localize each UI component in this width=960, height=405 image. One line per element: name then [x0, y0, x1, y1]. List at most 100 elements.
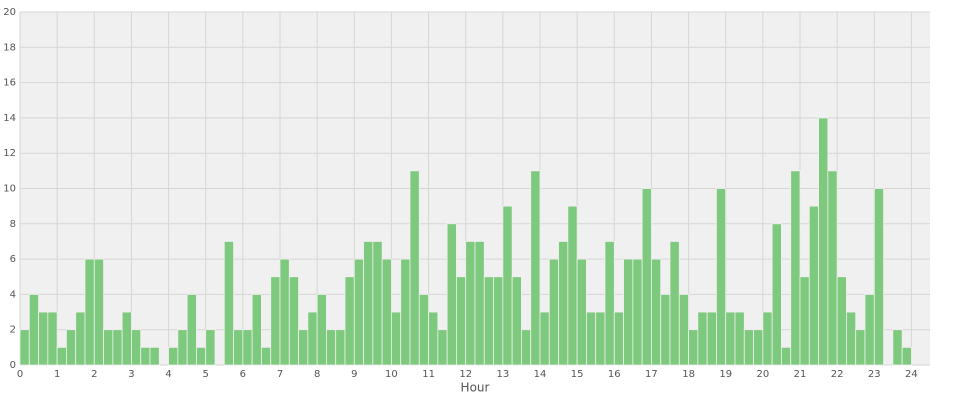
bar: [418, 293, 429, 366]
bar: [75, 311, 86, 366]
bar: [688, 329, 699, 366]
bar: [121, 311, 132, 366]
bar: [697, 311, 708, 366]
bar: [511, 276, 522, 366]
y-tick-label: 14: [3, 113, 16, 124]
bar: [391, 311, 402, 366]
bar: [790, 170, 801, 366]
bar: [307, 311, 318, 366]
x-tick-label: 24: [905, 369, 918, 380]
bar: [781, 346, 792, 366]
bar: [651, 258, 662, 366]
bar: [38, 311, 49, 366]
x-tick-label: 6: [240, 369, 246, 380]
bar: [586, 311, 597, 366]
bar: [335, 329, 346, 366]
bar: [223, 241, 234, 366]
bar: [827, 170, 838, 366]
bar: [288, 276, 299, 366]
bar: [502, 205, 513, 366]
bar: [19, 329, 30, 366]
x-tick-label: 5: [203, 369, 209, 380]
bar: [279, 258, 290, 366]
x-tick-label: 13: [496, 369, 509, 380]
y-tick-label: 20: [3, 7, 16, 18]
x-axis-label: Hour: [461, 381, 490, 395]
x-tick-label: 19: [719, 369, 732, 380]
bar: [103, 329, 114, 366]
x-tick-label: 22: [831, 369, 844, 380]
bar: [753, 329, 764, 366]
bar: [177, 329, 188, 366]
x-tick-label: 2: [91, 369, 97, 380]
x-tick-label: 11: [422, 369, 435, 380]
bar: [558, 241, 569, 366]
bar: [233, 329, 244, 366]
y-tick-label: 10: [3, 184, 16, 195]
bar: [873, 188, 884, 366]
x-tick-label: 16: [608, 369, 621, 380]
y-tick-label: 8: [10, 219, 16, 230]
bar: [186, 293, 197, 366]
y-tick-label: 16: [3, 78, 16, 89]
bar: [456, 276, 467, 366]
x-tick-label: 9: [351, 369, 357, 380]
y-tick-label: 4: [10, 289, 16, 300]
x-tick-label: 4: [165, 369, 171, 380]
bar: [725, 311, 736, 366]
bar: [771, 223, 782, 366]
bar: [493, 276, 504, 366]
bar: [112, 329, 123, 366]
bar: [400, 258, 411, 366]
bar: [316, 293, 327, 366]
bar: [409, 170, 420, 366]
bar: [901, 346, 912, 366]
bar: [474, 241, 485, 366]
bar: [298, 329, 309, 366]
x-tick-label: 3: [128, 369, 134, 380]
bar: [818, 117, 829, 366]
bar: [855, 329, 866, 366]
bar: [613, 311, 624, 366]
bar: [530, 170, 541, 366]
bar: [344, 276, 355, 366]
x-tick-label: 17: [645, 369, 658, 380]
bar: [196, 346, 207, 366]
y-tick-label: 18: [3, 42, 16, 53]
bar: [660, 293, 671, 366]
bar: [131, 329, 142, 366]
y-tick-label: 2: [10, 325, 16, 336]
bar: [353, 258, 364, 366]
bar: [437, 329, 448, 366]
bar: [678, 293, 689, 366]
bar: [576, 258, 587, 366]
x-tick-label: 8: [314, 369, 320, 380]
bar: [734, 311, 745, 366]
bar: [521, 329, 532, 366]
bar: [836, 276, 847, 366]
bar: [372, 241, 383, 366]
bar: [706, 311, 717, 366]
x-tick-label: 10: [385, 369, 398, 380]
x-tick-label: 21: [794, 369, 807, 380]
bar: [47, 311, 58, 366]
x-tick-label: 18: [682, 369, 695, 380]
bar: [669, 241, 680, 366]
x-tick-label: 20: [756, 369, 769, 380]
x-tick-label: 23: [868, 369, 881, 380]
bar: [892, 329, 903, 366]
x-tick-label: 14: [534, 369, 547, 380]
bar: [326, 329, 337, 366]
bar: [140, 346, 151, 366]
bar: [716, 188, 727, 366]
bar: [604, 241, 615, 366]
x-tick-label: 7: [277, 369, 283, 380]
bar: [623, 258, 634, 366]
bar: [84, 258, 95, 366]
bar: [808, 205, 819, 366]
x-tick-label: 15: [571, 369, 584, 380]
bar: [483, 276, 494, 366]
bar: [465, 241, 476, 366]
y-tick-label: 0: [10, 360, 16, 371]
